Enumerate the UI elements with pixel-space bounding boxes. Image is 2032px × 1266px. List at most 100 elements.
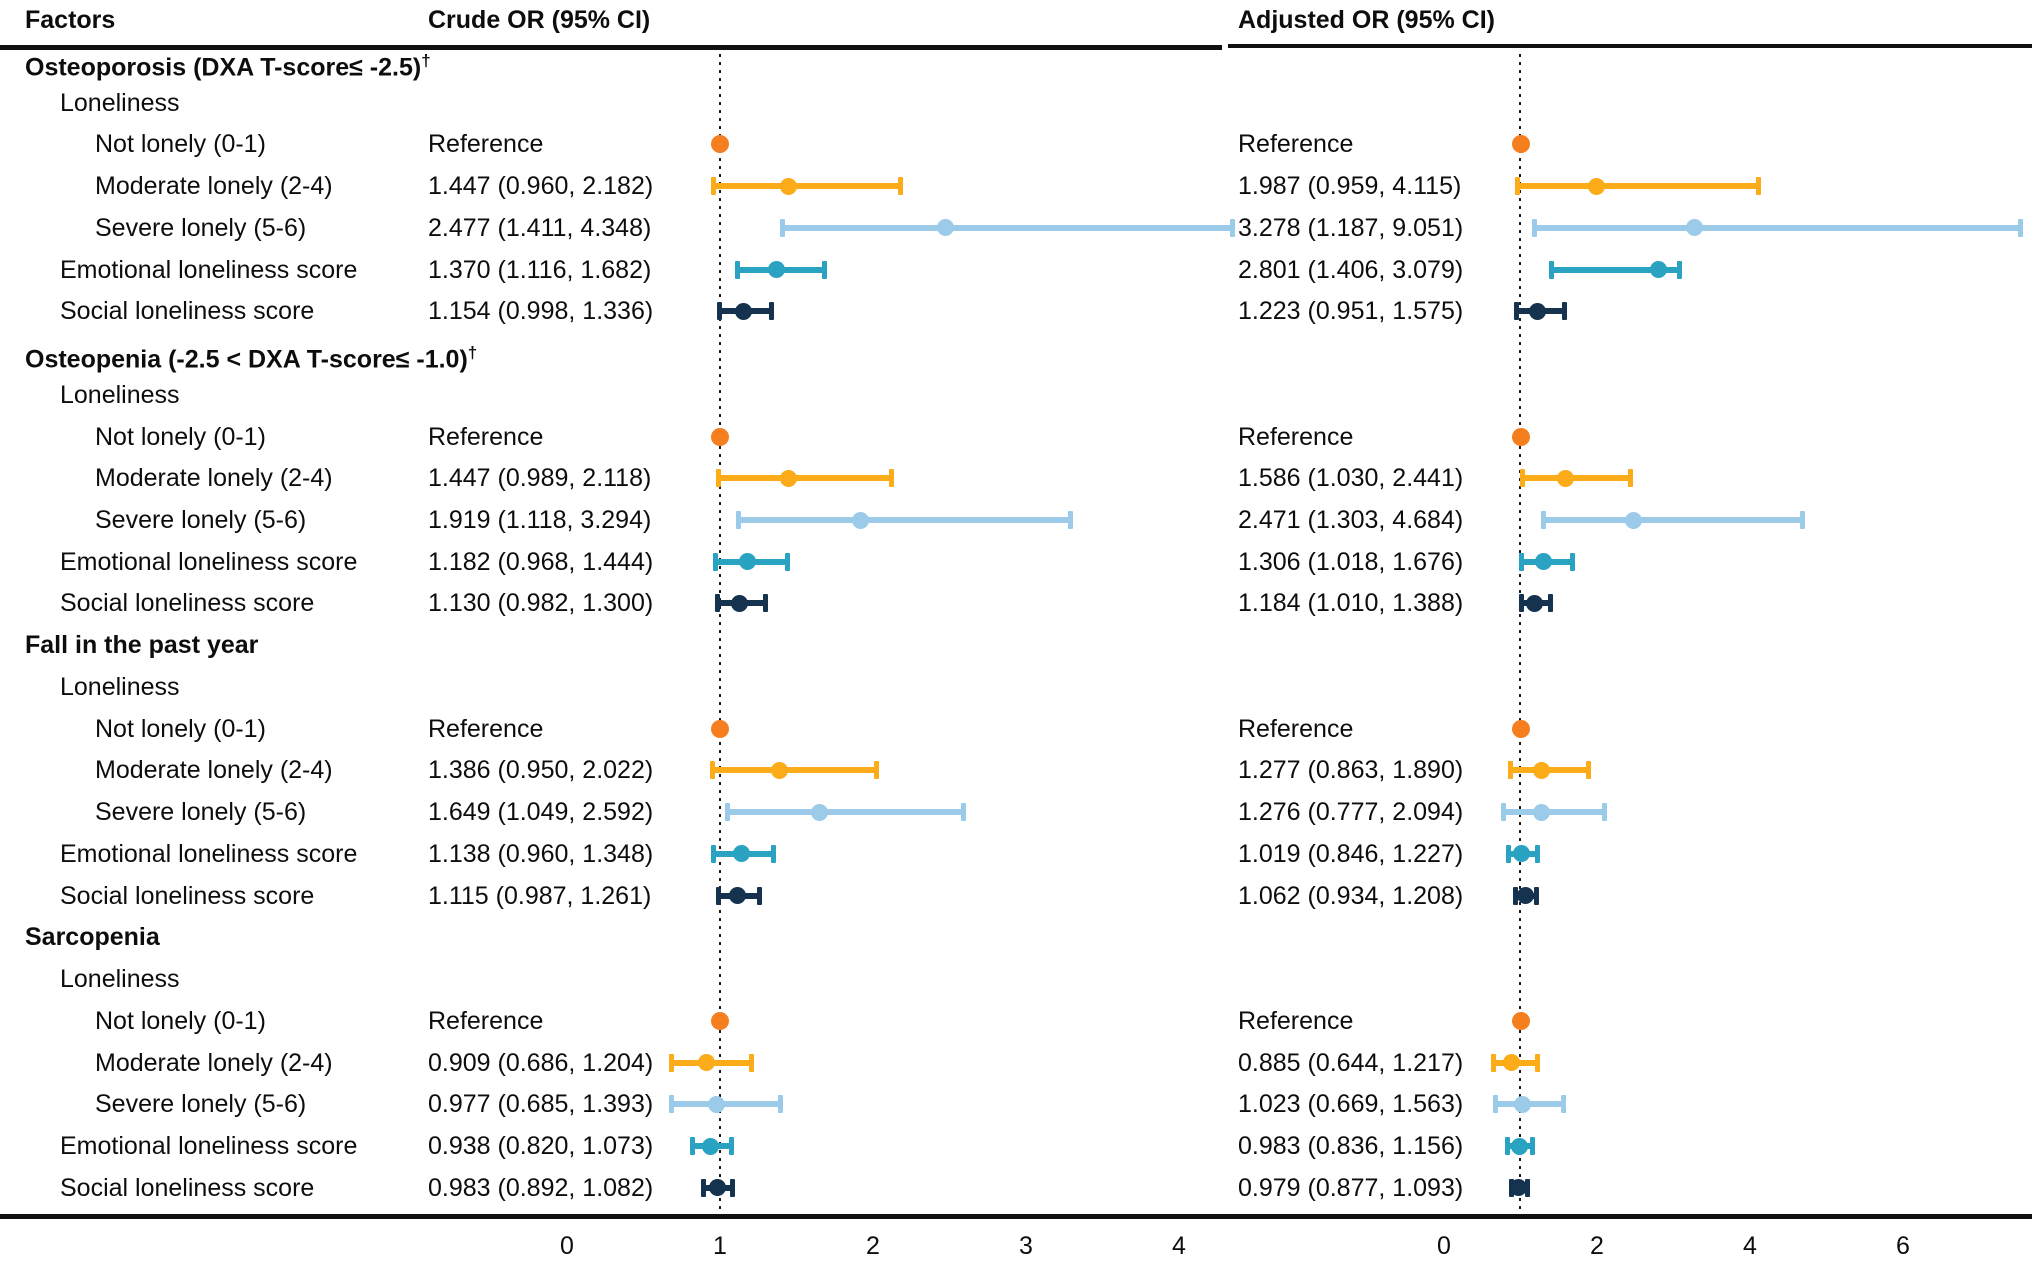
adjusted-or-dot [1533, 761, 1551, 779]
crude-ci-cap-lower [715, 469, 721, 488]
adjusted-ci-cap-upper [1529, 1137, 1535, 1156]
adjusted-or-value: 0.885 (0.644, 1.217) [1238, 1048, 1464, 1077]
crude-axis-tick-1: 1 [713, 1232, 727, 1260]
adjusted-ci-bar [1522, 475, 1631, 482]
adjusted-or-dot [1511, 135, 1530, 154]
adjusted-ci-cap-lower [1514, 302, 1520, 321]
crude-or-value: Reference [428, 1006, 544, 1035]
row-label: Not lonely (0-1) [95, 1006, 266, 1035]
subheader-loneliness: Loneliness [60, 380, 180, 409]
crude-ci-bar [738, 517, 1071, 523]
crude-or-dot [697, 1054, 715, 1072]
adjusted-ci-cap-upper [1525, 1178, 1531, 1197]
crude-ci-cap-upper [777, 1095, 783, 1114]
crude-or-value: 1.154 (0.998, 1.336) [428, 297, 654, 326]
adjusted-or-dot [1624, 511, 1642, 529]
adjusted-or-dot [1526, 594, 1544, 612]
crude-ci-cap-upper [1229, 218, 1235, 237]
row-label: Social loneliness score [60, 1173, 315, 1202]
crude-ci-cap-lower [735, 511, 741, 529]
adjusted-or-value: 1.062 (0.934, 1.208) [1238, 881, 1464, 910]
adjusted-or-value: 0.983 (0.836, 1.156) [1238, 1132, 1464, 1161]
crude-ci-cap-lower [717, 302, 723, 321]
adjusted-or-value: 3.278 (1.187, 9.051) [1238, 213, 1464, 242]
crude-or-value: 1.386 (0.950, 2.022) [428, 756, 654, 785]
crude-or-dot [779, 469, 797, 487]
row-label: Severe lonely (5-6) [95, 1090, 307, 1119]
crude-ci-cap-lower [714, 594, 720, 613]
adjusted-axis-tick-2: 2 [1590, 1232, 1604, 1260]
adjusted-or-value: 1.023 (0.669, 1.563) [1238, 1090, 1464, 1119]
crude-reference-line [719, 54, 721, 1214]
adjusted-ci-cap-upper [1534, 1053, 1540, 1072]
row-label: Moderate lonely (2-4) [95, 756, 333, 785]
adjusted-ci-cap-lower [1532, 218, 1538, 237]
crude-ci-cap-upper [888, 469, 894, 488]
row-label: Not lonely (0-1) [95, 130, 266, 159]
subheader-loneliness: Loneliness [60, 88, 180, 117]
adjusted-ci-cap-lower [1490, 1053, 1496, 1072]
adjusted-ci-cap-upper [1628, 469, 1634, 488]
adjusted-or-value: Reference [1238, 422, 1354, 451]
row-label: Severe lonely (5-6) [95, 213, 307, 242]
adjusted-ci-cap-upper [1535, 844, 1541, 863]
adjusted-ci-bar [1534, 224, 2020, 231]
adjusted-or-dot [1533, 803, 1551, 821]
crude-axis-tick-0: 0 [560, 1232, 574, 1260]
crude-or-value: Reference [428, 714, 544, 743]
adjusted-ci-cap-lower [1549, 260, 1555, 279]
adjusted-or-dot [1529, 302, 1547, 320]
adjusted-or-value: 1.987 (0.959, 4.115) [1238, 172, 1462, 201]
adjusted-ci-cap-upper [1533, 886, 1539, 905]
crude-ci-bar [727, 809, 964, 816]
crude-ci-cap-upper [961, 803, 967, 822]
subheader-loneliness: Loneliness [60, 965, 180, 994]
dagger-footnote-mark: † [467, 343, 478, 363]
crude-ci-cap-lower [711, 844, 717, 863]
section-title: Osteoporosis (DXA T-score≤ -2.5)† [25, 50, 431, 82]
crude-ci-cap-lower [724, 803, 730, 822]
crude-or-value: 1.649 (1.049, 2.592) [428, 798, 654, 827]
crude-ci-cap-lower [715, 886, 721, 905]
crude-or-dot [937, 219, 955, 237]
adjusted-or-value: 1.184 (1.010, 1.388) [1238, 589, 1464, 618]
adjusted-ci-bar [1543, 517, 1803, 523]
adjusted-or-value: 2.801 (1.406, 3.079) [1238, 255, 1464, 284]
row-label: Emotional loneliness score [60, 547, 358, 576]
adjusted-or-value: 1.019 (0.846, 1.227) [1238, 839, 1464, 868]
crude-or-value: 1.447 (0.960, 2.182) [428, 172, 654, 201]
crude-ci-cap-lower [689, 1137, 695, 1156]
row-label: Severe lonely (5-6) [95, 798, 307, 827]
crude-or-value: 0.983 (0.892, 1.082) [428, 1173, 654, 1202]
crude-or-value: 1.447 (0.989, 2.118) [428, 464, 652, 493]
crude-or-dot [852, 511, 870, 529]
crude-axis-tick-4: 4 [1172, 1232, 1186, 1260]
adjusted-axis-tick-0: 0 [1437, 1232, 1451, 1260]
crude-or-dot [707, 1095, 725, 1113]
crude-or-dot [711, 719, 729, 738]
adjusted-or-dot [1511, 719, 1530, 738]
adjusted-ci-cap-lower [1507, 761, 1513, 780]
adjusted-or-value: Reference [1238, 130, 1354, 159]
adjusted-ci-bar [1551, 266, 1680, 273]
row-label: Severe lonely (5-6) [95, 506, 307, 534]
adjusted-or-value: Reference [1238, 714, 1354, 743]
row-label: Not lonely (0-1) [95, 714, 266, 743]
adjusted-ci-cap-upper [1756, 177, 1762, 196]
adjusted-or-dot [1649, 261, 1667, 279]
crude-or-dot [779, 177, 797, 195]
crude-ci-cap-lower [735, 260, 741, 279]
adjusted-or-dot [1511, 427, 1530, 446]
crude-ci-cap-lower [669, 1095, 675, 1114]
row-label: Emotional loneliness score [60, 839, 358, 868]
crude-ci-cap-upper [763, 594, 769, 613]
crude-or-dot [735, 302, 753, 320]
crude-ci-cap-lower [709, 761, 715, 780]
adjusted-or-dot [1510, 1137, 1528, 1155]
adjusted-ci-cap-lower [1506, 844, 1512, 863]
adjusted-ci-cap-upper [1561, 1095, 1567, 1114]
crude-or-value: 1.115 (0.987, 1.261) [428, 881, 652, 910]
section-title: Osteopenia (-2.5 < DXA T-score≤ -1.0)† [25, 343, 478, 374]
row-label: Social loneliness score [60, 881, 315, 910]
